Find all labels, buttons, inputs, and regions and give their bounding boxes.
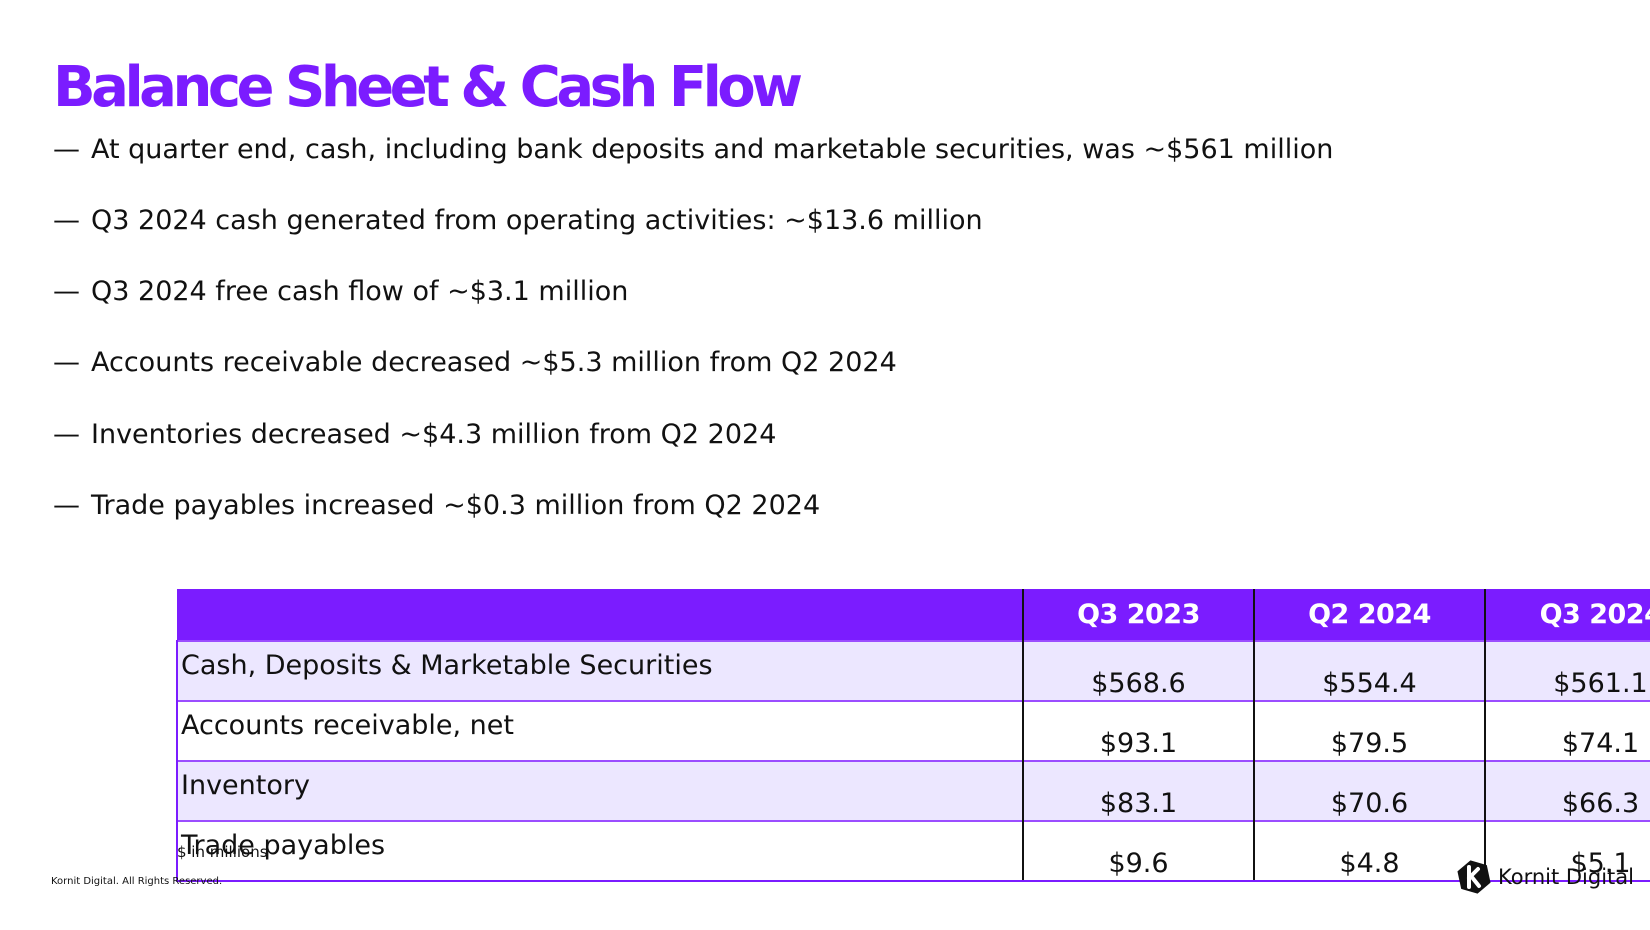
table-cell: $70.6 [1253,760,1485,821]
bullet-item: — Q3 2024 cash generated from operating a… [53,201,983,241]
table-row: Accounts receivable, net $93.1 $79.5 $74… [176,700,1650,761]
kornit-logo: Kornit Digital [1456,857,1634,897]
kornit-k-logo-icon [1457,860,1491,894]
table-row: Trade payables $9.6 $4.8 $5.1 [176,820,1650,882]
table-footnote: $ in millions [177,843,268,861]
bullet-text: Q3 2024 cash generated from operating ac… [91,205,983,236]
bullet-text: Q3 2024 free cash flow of ~$3.1 million [91,276,629,307]
table-cell: $74.1 [1484,700,1650,761]
table-row: Cash, Deposits & Marketable Securities $… [176,640,1650,701]
table-cell: $66.3 [1484,760,1650,821]
bullet-dash: — [53,347,80,378]
bullet-item: — At quarter end, cash, including bank de… [53,130,1333,170]
logo-text: Kornit Digital [1498,865,1634,889]
header-cell-q3-2024: Q3 2024 [1484,589,1650,641]
row-label: Cash, Deposits & Marketable Securities [176,640,1023,701]
bullet-dash: — [53,490,80,521]
copyright-text: Kornit Digital. All Rights Reserved. [51,876,223,887]
header-cell-q3-2023: Q3 2023 [1022,589,1254,641]
bullet-dash: — [53,276,80,307]
table-cell: $93.1 [1022,700,1254,761]
table-cell: $9.6 [1022,820,1254,882]
row-label: Trade payables [176,820,1023,882]
table-cell: $83.1 [1022,760,1254,821]
row-label: Inventory [176,760,1023,821]
bullet-dash: — [53,205,80,236]
bullet-text: Accounts receivable decreased ~$5.3 mill… [91,347,897,378]
header-cell-q2-2024: Q2 2024 [1253,589,1485,641]
table-cell: $79.5 [1253,700,1485,761]
header-cell-label [177,589,1023,641]
bullet-item: — Inventories decreased ~$4.3 million fro… [53,415,776,455]
bullet-item: — Q3 2024 free cash flow of ~$3.1 million [53,272,628,312]
table-cell: $5.1 [1484,820,1650,882]
table-cell: $561.1 [1484,640,1650,701]
bullet-item: — Accounts receivable decreased ~$5.3 mil… [53,343,897,383]
financials-table-container: Q3 2023 Q2 2024 Q3 2024 Cash, Deposits &… [176,589,1650,882]
table-cell: $4.8 [1253,820,1485,882]
bullet-item: — Trade payables increased ~$0.3 million … [53,486,820,526]
bullet-text: Inventories decreased ~$4.3 million from… [91,419,777,450]
financials-table: Q3 2023 Q2 2024 Q3 2024 Cash, Deposits &… [176,589,1650,882]
bullet-text: Trade payables increased ~$0.3 million f… [91,490,821,521]
table-cell: $568.6 [1022,640,1254,701]
bullet-dash: — [53,419,80,450]
table-row: Inventory $83.1 $70.6 $66.3 [176,760,1650,821]
bullet-dash: — [53,134,80,165]
table-cell: $554.4 [1253,640,1485,701]
slide-title: Balance Sheet & Cash Flow [53,55,803,120]
bullet-text: At quarter end, cash, including bank dep… [91,134,1334,165]
table-header-row: Q3 2023 Q2 2024 Q3 2024 [177,589,1650,641]
row-label: Accounts receivable, net [176,700,1023,761]
